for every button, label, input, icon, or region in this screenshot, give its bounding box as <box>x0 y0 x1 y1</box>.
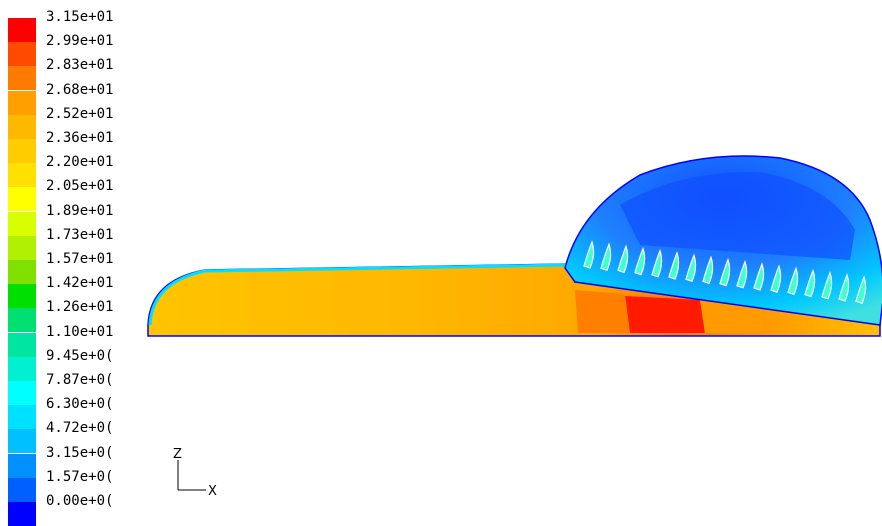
colorbar-swatch <box>8 477 36 502</box>
fin <box>736 260 748 289</box>
axis-triad: Z X <box>173 447 217 499</box>
colorbar-label: 1.42e+01 <box>46 275 114 292</box>
fin <box>804 268 816 298</box>
colorbar-label: 2.20e+01 <box>46 154 114 171</box>
colorbar-swatch <box>8 308 36 333</box>
colorbar-swatch <box>8 235 36 260</box>
fin <box>838 273 850 302</box>
fin <box>770 264 782 293</box>
colorbar-label: 7.87e+0( <box>46 372 114 388</box>
colorbar-label: 4.72e+0( <box>46 420 114 437</box>
colorbar-swatch <box>8 381 36 405</box>
fin <box>719 257 731 287</box>
channel-top-edge <box>148 263 569 326</box>
colorbar-label: 6.30e+0( <box>46 396 114 413</box>
warm-band <box>575 290 630 333</box>
dome-inner <box>620 171 855 260</box>
colorbar-swatch <box>8 114 36 139</box>
fin <box>668 251 680 280</box>
colorbar-label: 1.26e+01 <box>46 299 114 316</box>
colorbar-label: 2.68e+01 <box>46 81 114 98</box>
colorbar-label: 2.52e+01 <box>46 105 114 122</box>
colorbar-label: 1.73e+01 <box>46 226 114 243</box>
fin <box>583 240 595 269</box>
hot-spot <box>625 296 705 333</box>
colorbar-swatch <box>8 42 36 67</box>
colorbar-swatch <box>8 332 36 357</box>
orange-band <box>700 300 765 333</box>
colorbar-swatch <box>8 356 36 381</box>
colorbar-swatch <box>8 163 36 188</box>
colorbar-label: 3.15e+0( <box>46 444 114 461</box>
colorbar-label: 3.15e+01 <box>46 9 114 25</box>
colorbar-label: 2.05e+01 <box>46 178 114 195</box>
colorbar-legend: 3.15e+01 2.99e+01 2.83e+01 2.68e+01 2.52e+01… <box>8 9 168 526</box>
colorbar-label: 2.83e+01 <box>46 57 114 74</box>
colorbar-swatch <box>8 211 36 236</box>
colorbar-label: 2.36e+01 <box>46 130 114 146</box>
colorbar-swatch <box>8 139 36 163</box>
fin-array <box>583 240 867 304</box>
x-axis-label: X <box>208 484 217 499</box>
colorbar-swatch <box>8 405 36 430</box>
fin <box>617 244 629 274</box>
colorbar-swatch <box>8 260 36 284</box>
colorbar-label: 9.45e+0( <box>46 347 114 364</box>
colorbar-swatch <box>8 18 36 42</box>
colorbar-label: 1.57e+01 <box>46 251 114 267</box>
fin <box>855 275 867 304</box>
fin <box>685 253 697 282</box>
colorbar-swatch <box>8 284 36 309</box>
fin <box>600 242 612 271</box>
z-axis-label: Z <box>173 447 182 462</box>
colorbar-label: 2.99e+01 <box>46 33 114 50</box>
colorbar-label: 1.89e+01 <box>46 202 114 219</box>
fin <box>821 271 833 300</box>
colorbar-label: 0.00e+0( <box>46 493 114 509</box>
colorbar-swatch <box>8 187 36 212</box>
colorbar-swatch <box>8 66 36 91</box>
colorbar-label: 1.57e+0( <box>46 468 114 485</box>
fin <box>651 249 663 278</box>
colorbar-label: 1.10e+01 <box>46 323 114 340</box>
fin <box>634 246 646 276</box>
fin <box>702 255 714 285</box>
colorbar-swatch <box>8 90 36 115</box>
fin <box>753 262 765 291</box>
colorbar-swatch <box>8 453 36 478</box>
fin <box>787 266 799 296</box>
colorbar-swatch <box>8 429 36 454</box>
